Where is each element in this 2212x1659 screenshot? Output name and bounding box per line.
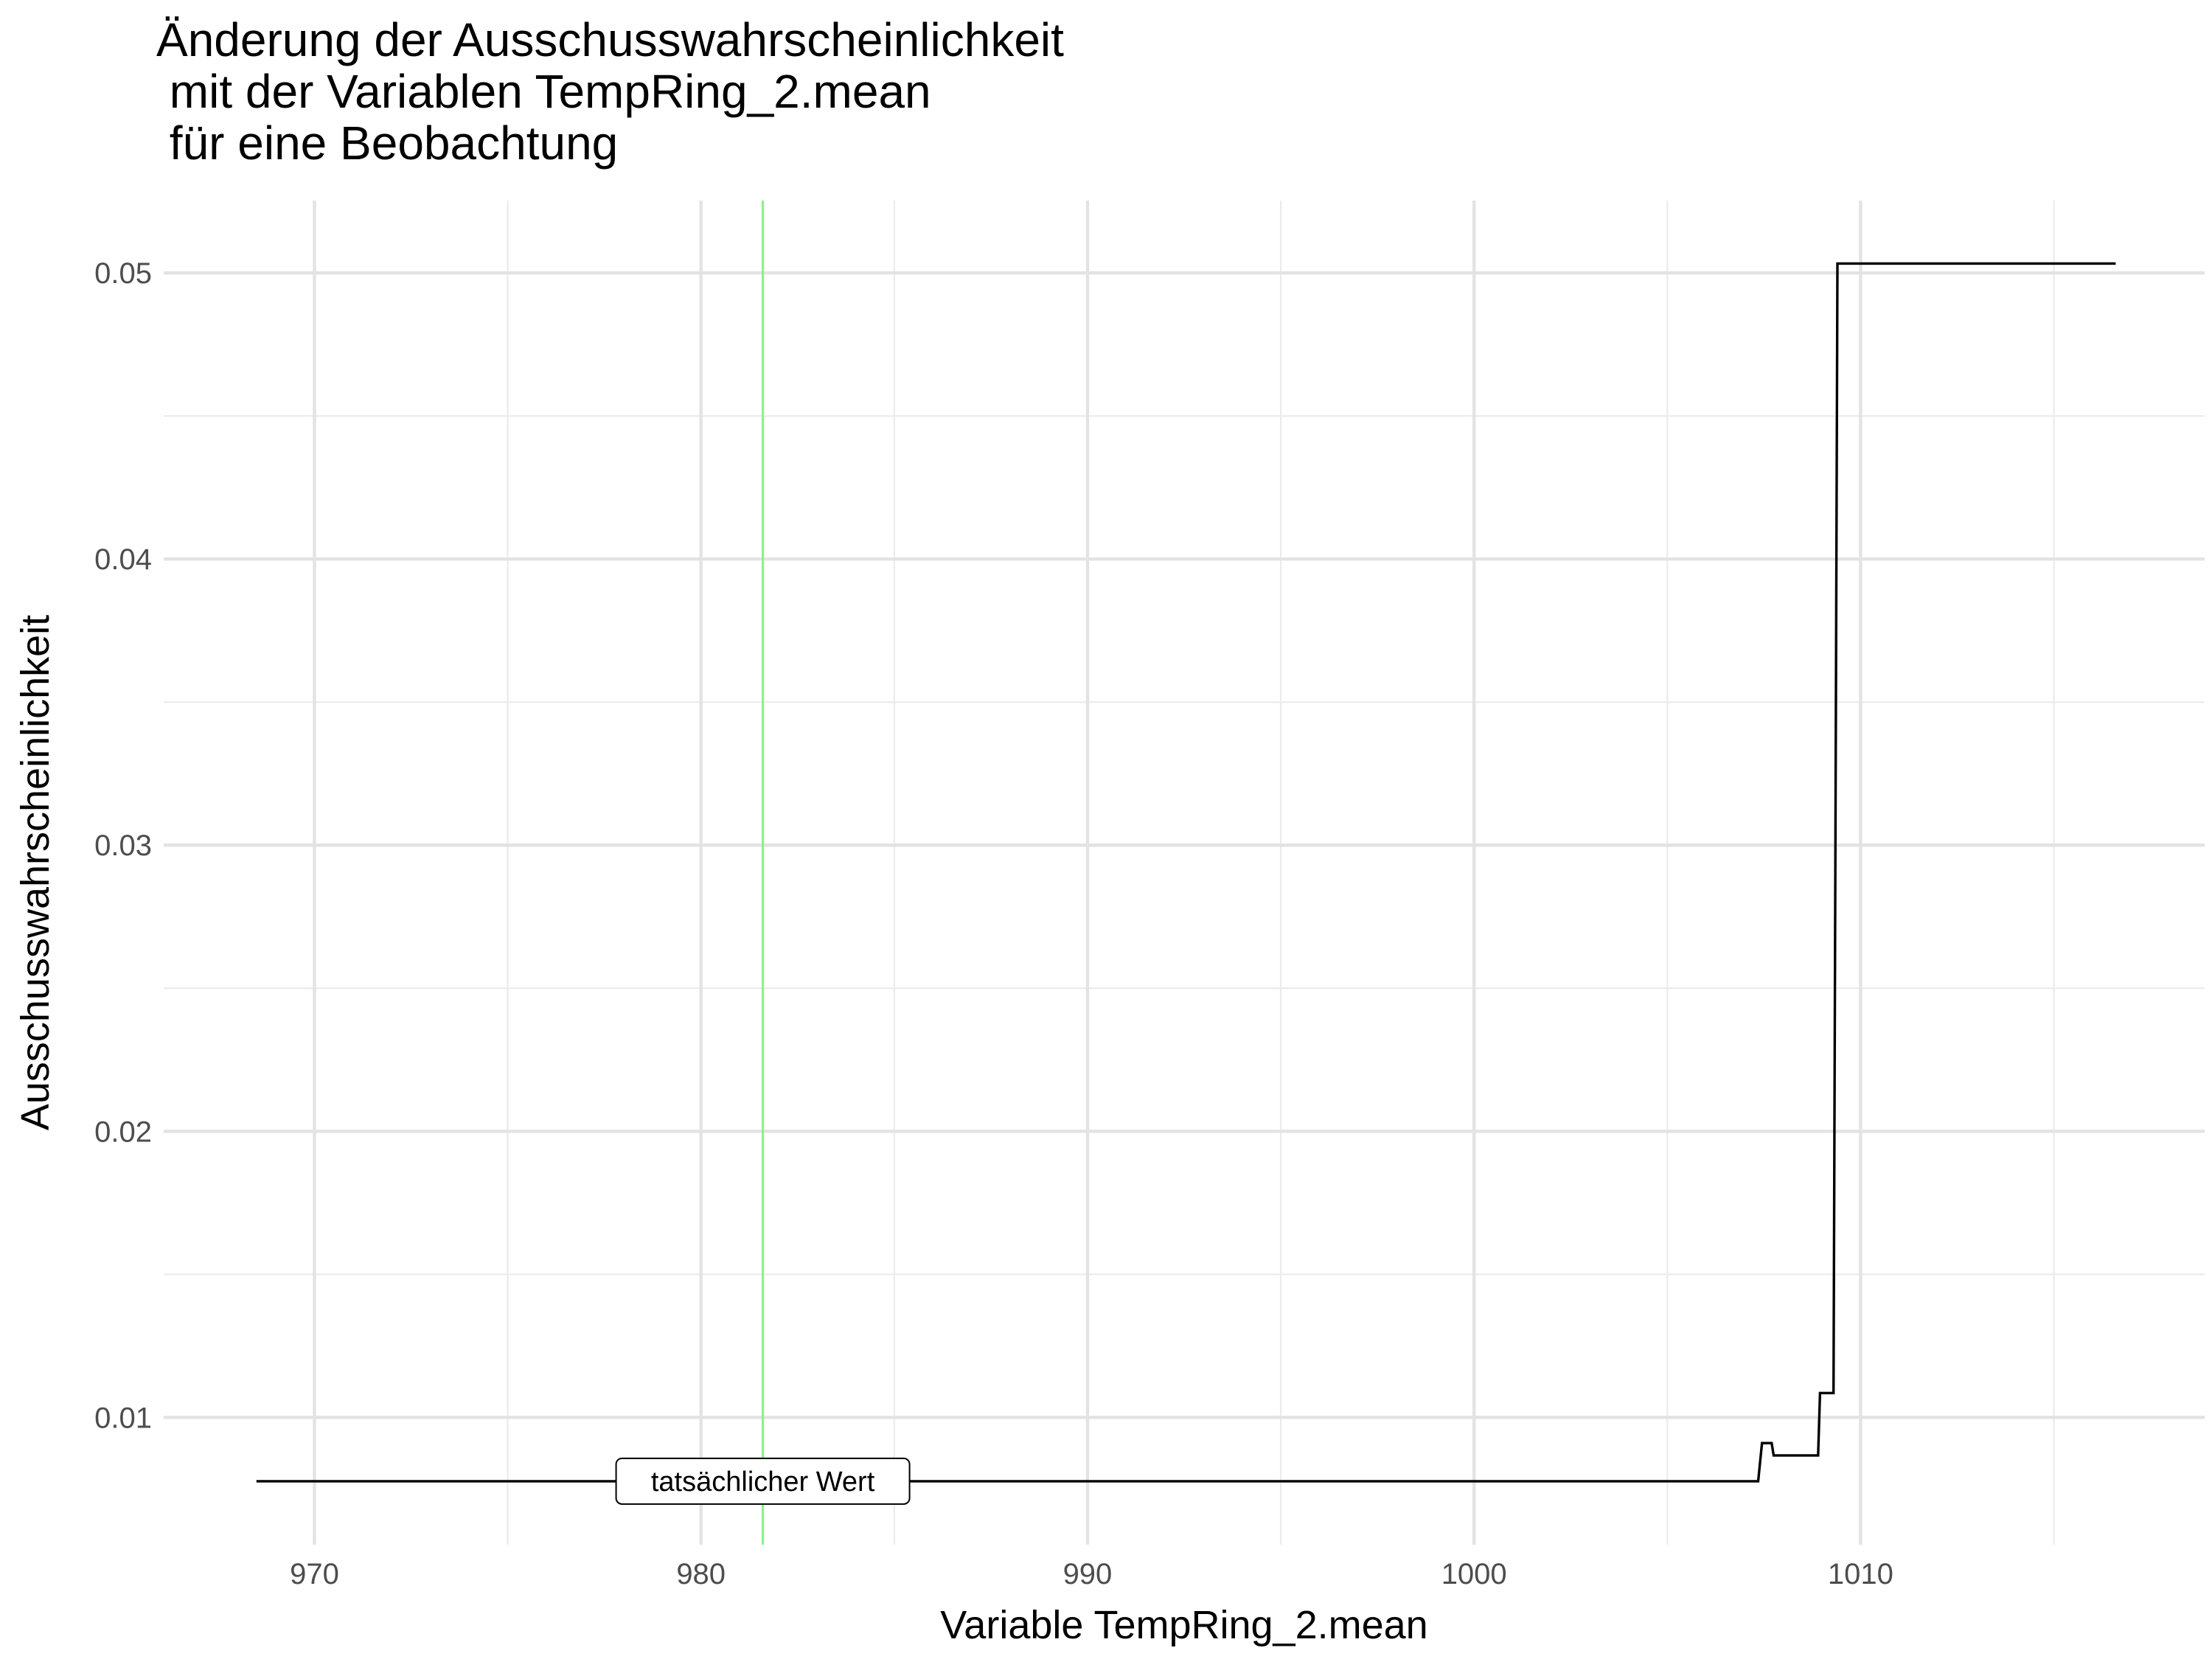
minor-gridlines [164,201,2205,1545]
y-tick-label: 0.02 [94,1116,152,1148]
y-axis-ticks: 0.01 0.02 0.03 0.04 0.05 [94,257,152,1434]
reference-label-box [615,1457,911,1505]
major-gridlines [164,201,2205,1545]
chart-title-line: für eine Beobachtung [156,116,618,170]
x-tick-label: 990 [1063,1558,1113,1590]
x-tick-label: 970 [290,1558,339,1590]
chart-title-line: Änderung der Ausschusswahrscheinlichkeit [156,13,1064,66]
x-tick-label: 1010 [1828,1558,1893,1590]
x-axis-ticks: 970 980 990 1000 1010 [290,1558,1893,1590]
x-tick-label: 1000 [1441,1558,1507,1590]
reference-label: tatsächlicher Wert [651,1467,875,1498]
y-tick-label: 0.04 [94,543,152,576]
y-tick-label: 0.03 [94,830,152,862]
y-tick-label: 0.05 [94,257,152,290]
chart-title: Änderung der Ausschusswahrscheinlichkeit… [156,13,1064,170]
x-axis-title: Variable TempRing_2.mean [940,1603,1427,1647]
series-line [256,262,2116,1483]
y-axis-title: Ausschusswahrscheinlichkeit [13,615,58,1130]
reference-line-group: tatsächlicher Wert [615,201,911,1545]
x-tick-label: 980 [676,1558,726,1590]
data-series [256,262,2116,1483]
y-tick-label: 0.01 [94,1402,152,1434]
chart-title-line: mit der Variablen TempRing_2.mean [156,65,931,118]
